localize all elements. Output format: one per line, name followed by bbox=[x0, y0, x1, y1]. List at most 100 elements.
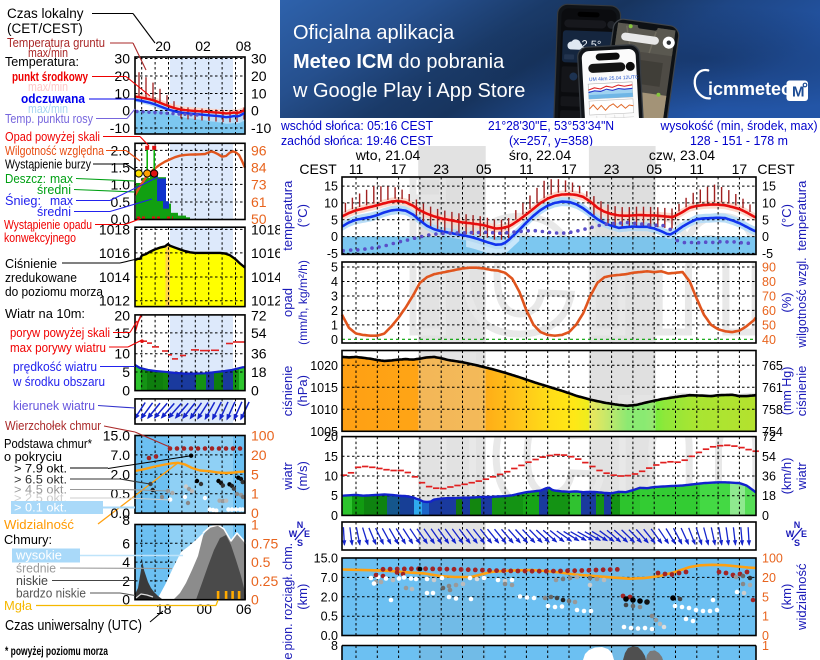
svg-text:Wiatr na 10m:: Wiatr na 10m: bbox=[5, 306, 85, 321]
svg-text:765: 765 bbox=[762, 359, 783, 373]
svg-text:Oficjalna aplikacja: Oficjalna aplikacja bbox=[293, 22, 455, 44]
svg-text:0: 0 bbox=[331, 333, 338, 347]
svg-text:Chmury:: Chmury: bbox=[4, 533, 52, 547]
svg-text:60: 60 bbox=[762, 304, 776, 318]
svg-text:15: 15 bbox=[324, 450, 338, 464]
svg-text:opad: opad bbox=[280, 288, 295, 317]
svg-text:Widzialność: Widzialność bbox=[4, 517, 74, 532]
svg-text:pion. rozciągł. chm.: pion. rozciągł. chm. bbox=[281, 543, 295, 651]
svg-text:10: 10 bbox=[324, 196, 338, 210]
svg-text:(km): (km) bbox=[295, 584, 310, 610]
svg-text:7.0: 7.0 bbox=[111, 447, 131, 463]
svg-text:5: 5 bbox=[122, 364, 130, 380]
svg-text:0.25: 0.25 bbox=[251, 573, 278, 589]
svg-text:M: M bbox=[792, 84, 805, 101]
svg-text:wilgotność wzgl.: wilgotność wzgl. bbox=[795, 257, 809, 348]
svg-text:Deszcz:: Deszcz: bbox=[5, 172, 46, 186]
svg-text:15.0: 15.0 bbox=[314, 552, 338, 566]
svg-text:15: 15 bbox=[324, 180, 338, 194]
svg-text:W: W bbox=[289, 529, 298, 539]
svg-text:E: E bbox=[801, 529, 807, 539]
svg-text:max: max bbox=[50, 194, 74, 208]
svg-text:ciśnienie: ciśnienie bbox=[794, 366, 809, 417]
svg-text:0.0: 0.0 bbox=[111, 505, 131, 521]
svg-text:1: 1 bbox=[762, 610, 769, 624]
svg-text:0: 0 bbox=[762, 629, 769, 643]
svg-text:84: 84 bbox=[251, 160, 267, 176]
svg-text:17: 17 bbox=[561, 161, 577, 177]
svg-text:90: 90 bbox=[762, 261, 776, 275]
svg-text:72: 72 bbox=[762, 430, 776, 444]
svg-text:18: 18 bbox=[762, 489, 776, 503]
svg-text:-5: -5 bbox=[762, 247, 773, 261]
svg-text:3: 3 bbox=[331, 289, 338, 303]
svg-text:S: S bbox=[297, 538, 303, 548]
svg-text:punkt środkowy: punkt środkowy bbox=[12, 70, 88, 84]
svg-text:(hPa): (hPa) bbox=[295, 375, 310, 407]
svg-text:wschód słońca: 05:16 CEST: wschód słońca: 05:16 CEST bbox=[280, 118, 433, 133]
svg-text:36: 36 bbox=[762, 470, 776, 484]
svg-text:1014: 1014 bbox=[251, 269, 280, 285]
svg-text:S: S bbox=[794, 538, 800, 548]
svg-text:30: 30 bbox=[114, 51, 130, 67]
svg-text:odczuwana: odczuwana bbox=[21, 92, 86, 106]
svg-text:Wystąpienie burzy: Wystąpienie burzy bbox=[5, 158, 92, 172]
svg-text:36: 36 bbox=[251, 346, 267, 362]
svg-text:5: 5 bbox=[331, 261, 338, 275]
svg-text:15.0: 15.0 bbox=[103, 428, 130, 444]
svg-text:54: 54 bbox=[251, 325, 267, 341]
svg-text:max/min: max/min bbox=[28, 102, 68, 116]
svg-text:15: 15 bbox=[762, 180, 776, 194]
svg-text:54: 54 bbox=[762, 450, 776, 464]
svg-text:-10: -10 bbox=[251, 120, 271, 136]
svg-text:> 0.1 okt.: > 0.1 okt. bbox=[14, 501, 67, 515]
svg-text:-10: -10 bbox=[110, 120, 130, 136]
svg-text:4: 4 bbox=[331, 275, 338, 289]
svg-text:bardzo niskie: bardzo niskie bbox=[16, 587, 86, 601]
svg-text:Temp. punktu rosy: Temp. punktu rosy bbox=[5, 112, 94, 126]
svg-text:> 4.5 okt.: > 4.5 okt. bbox=[14, 483, 67, 497]
svg-text:0.0: 0.0 bbox=[111, 211, 131, 227]
svg-text:max/min: max/min bbox=[28, 46, 68, 60]
svg-text:1020: 1020 bbox=[310, 359, 338, 373]
svg-text:1014: 1014 bbox=[99, 269, 130, 285]
svg-text:0.0: 0.0 bbox=[321, 629, 338, 643]
svg-text:ciśnienie: ciśnienie bbox=[280, 366, 295, 417]
svg-text:5: 5 bbox=[331, 489, 338, 503]
svg-text:100: 100 bbox=[762, 552, 783, 566]
svg-text:8: 8 bbox=[122, 512, 130, 528]
svg-text:icm: icm bbox=[398, 137, 768, 378]
svg-text:widzialność: widzialność bbox=[794, 563, 809, 631]
svg-text:poryw powyżej skali: poryw powyżej skali bbox=[10, 326, 110, 340]
svg-text:e: e bbox=[280, 652, 295, 659]
svg-text:23: 23 bbox=[604, 161, 620, 177]
svg-text:00: 00 bbox=[197, 601, 213, 617]
svg-text:CEST: CEST bbox=[299, 161, 337, 177]
svg-text:(m/s): (m/s) bbox=[295, 461, 310, 491]
svg-text:czw, 23.04: czw, 23.04 bbox=[649, 147, 715, 163]
svg-text:0.75: 0.75 bbox=[251, 535, 278, 551]
svg-text:73: 73 bbox=[251, 176, 267, 192]
svg-text:11: 11 bbox=[349, 161, 364, 177]
svg-text:17: 17 bbox=[391, 161, 407, 177]
svg-text:1015: 1015 bbox=[310, 381, 338, 395]
svg-text:1016: 1016 bbox=[99, 245, 130, 261]
svg-text:1016: 1016 bbox=[251, 245, 280, 261]
svg-text:Opad powyżej skali: Opad powyżej skali bbox=[5, 130, 100, 144]
svg-text:128 - 151 - 178 m: 128 - 151 - 178 m bbox=[690, 133, 788, 148]
svg-text:Ciśnienie: Ciśnienie bbox=[5, 257, 57, 271]
svg-text:1018: 1018 bbox=[99, 221, 130, 237]
svg-text:w Google Play i App Store: w Google Play i App Store bbox=[292, 80, 525, 102]
svg-text:11: 11 bbox=[519, 161, 534, 177]
svg-text:Temperatura:: Temperatura: bbox=[5, 55, 79, 69]
svg-text:Czas lokalny: Czas lokalny bbox=[7, 6, 84, 21]
svg-text:prędkość wiatru: prędkość wiatru bbox=[13, 360, 97, 374]
svg-text:średni: średni bbox=[37, 183, 71, 197]
svg-text:1012: 1012 bbox=[251, 293, 280, 309]
svg-text:(°C): (°C) bbox=[779, 204, 794, 227]
svg-text:wiatr: wiatr bbox=[280, 462, 295, 491]
svg-text:05: 05 bbox=[646, 161, 662, 177]
svg-text:10: 10 bbox=[114, 346, 130, 362]
svg-text:1: 1 bbox=[762, 639, 769, 653]
svg-text:CEST: CEST bbox=[757, 161, 795, 177]
